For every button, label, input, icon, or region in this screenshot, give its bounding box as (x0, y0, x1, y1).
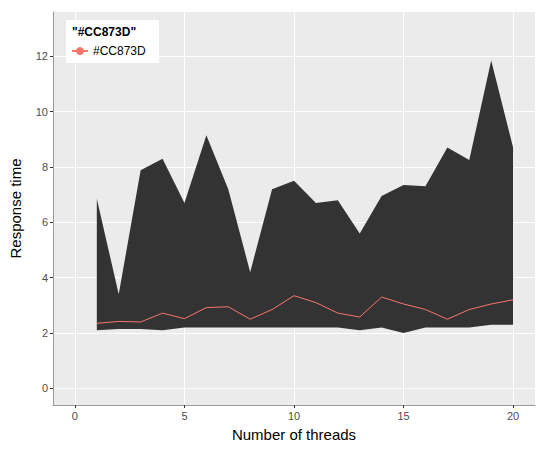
svg-text:#CC873D: #CC873D (93, 44, 146, 58)
svg-text:20: 20 (507, 410, 519, 422)
svg-text:15: 15 (397, 410, 409, 422)
svg-text:2: 2 (42, 327, 48, 339)
svg-text:6: 6 (42, 216, 48, 228)
svg-text:Response time: Response time (7, 158, 24, 258)
svg-text:0: 0 (42, 382, 48, 394)
svg-text:"#CC873D": "#CC873D" (72, 25, 136, 39)
svg-text:10: 10 (288, 410, 300, 422)
svg-text:12: 12 (36, 50, 48, 62)
svg-text:0: 0 (72, 410, 78, 422)
svg-text:Number of threads: Number of threads (232, 426, 356, 443)
svg-text:4: 4 (42, 272, 48, 284)
svg-text:5: 5 (181, 410, 187, 422)
svg-text:8: 8 (42, 161, 48, 173)
svg-text:10: 10 (36, 106, 48, 118)
